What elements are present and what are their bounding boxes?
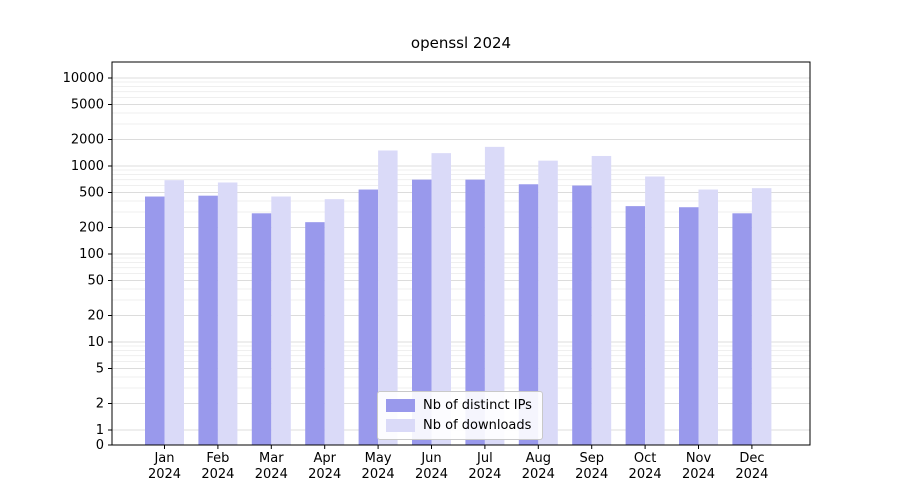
y-tick-label: 20	[87, 309, 104, 324]
chart-title: openssl 2024	[410, 34, 512, 52]
x-tick-label-month: Jan	[153, 451, 174, 466]
y-tick-label: 5	[96, 361, 104, 376]
y-tick-label: 50	[87, 273, 104, 288]
x-tick-label-year: 2024	[522, 467, 555, 482]
legend-label: Nb of downloads	[423, 418, 532, 433]
bar-distinct-ips-mar	[251, 213, 272, 445]
x-tick-label-month: Nov	[686, 451, 712, 466]
legend: Nb of distinct IPs Nb of downloads	[377, 391, 543, 440]
x-tick-label-month: Feb	[206, 451, 229, 466]
bar-distinct-ips-may	[358, 189, 379, 445]
x-tick-label-year: 2024	[735, 467, 768, 482]
x-tick-label-year: 2024	[148, 467, 181, 482]
y-tick-label: 100	[79, 247, 104, 262]
x-tick-label-year: 2024	[255, 467, 288, 482]
bar-distinct-ips-nov	[679, 207, 699, 445]
y-tick-label: 10000	[63, 71, 104, 86]
legend-item-downloads: Nb of downloads	[386, 418, 532, 433]
x-tick-label-month: Dec	[739, 451, 764, 466]
bar-downloads-nov	[698, 189, 718, 445]
bar-distinct-ips-sep	[572, 185, 592, 445]
bar-downloads-sep	[591, 155, 612, 445]
bar-downloads-jan	[164, 180, 184, 445]
y-tick-label: 200	[79, 221, 104, 236]
legend-swatch	[386, 399, 415, 412]
legend-label: Nb of distinct IPs	[423, 398, 532, 413]
x-tick-label-month: Apr	[313, 451, 336, 466]
y-tick-label: 10	[87, 335, 104, 350]
x-tick-label-year: 2024	[629, 467, 662, 482]
plot-frame	[111, 61, 811, 446]
y-tick-label: 0	[96, 438, 104, 453]
x-tick-label-year: 2024	[201, 467, 234, 482]
x-tick-label-month: Aug	[526, 451, 551, 466]
bar-distinct-ips-apr	[305, 222, 325, 445]
x-tick-label-year: 2024	[468, 467, 501, 482]
x-tick-label-month: May	[365, 451, 392, 466]
x-tick-label-year: 2024	[415, 467, 448, 482]
legend-item-distinct-ips: Nb of distinct IPs	[386, 398, 532, 413]
x-tick-label-year: 2024	[682, 467, 715, 482]
bar-distinct-ips-feb	[198, 195, 218, 445]
x-tick-label-year: 2024	[575, 467, 608, 482]
bar-downloads-feb	[217, 182, 238, 445]
bar-downloads-mar	[271, 196, 291, 445]
y-tick-label: 1	[96, 423, 104, 438]
bar-distinct-ips-dec	[732, 213, 752, 445]
x-tick-label-year: 2024	[308, 467, 341, 482]
bar-distinct-ips-jun	[412, 179, 432, 445]
y-tick-label: 500	[79, 185, 104, 200]
bar-distinct-ips-aug	[518, 184, 539, 445]
legend-swatch	[386, 419, 415, 432]
x-tick-label-month: Mar	[259, 451, 284, 466]
bar-distinct-ips-jul	[465, 179, 485, 445]
bar-downloads-oct	[645, 176, 665, 445]
x-tick-label-month: Sep	[579, 451, 604, 466]
bar-downloads-jul	[484, 146, 505, 445]
y-tick-label: 2	[96, 397, 104, 412]
x-tick-label-month: Oct	[634, 451, 656, 466]
y-tick-label: 1000	[71, 159, 104, 174]
x-tick-label-year: 2024	[362, 467, 395, 482]
bar-downloads-dec	[751, 188, 772, 445]
bar-downloads-aug	[538, 160, 558, 446]
y-tick-label: 2000	[71, 133, 104, 148]
bar-downloads-apr	[324, 199, 345, 445]
bar-downloads-may	[378, 150, 398, 445]
bar-distinct-ips-oct	[625, 206, 646, 445]
bar-distinct-ips-jan	[145, 196, 165, 445]
x-tick-label-month: Jul	[476, 451, 493, 466]
x-tick-label-month: Jun	[420, 451, 441, 466]
y-tick-label: 5000	[71, 97, 104, 112]
bar-downloads-jun	[431, 153, 451, 445]
